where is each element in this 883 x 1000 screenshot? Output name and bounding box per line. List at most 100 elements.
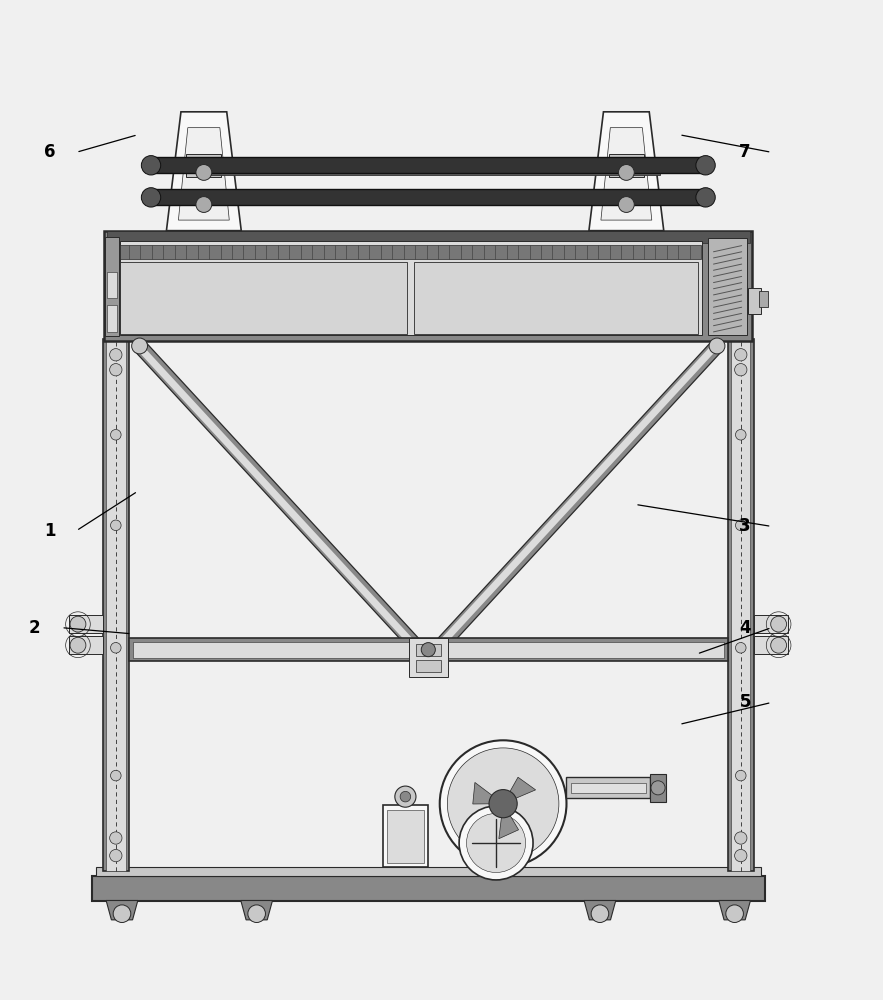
Bar: [107, 305, 117, 332]
Bar: [92, 876, 765, 901]
Polygon shape: [499, 804, 518, 839]
Text: 5: 5: [739, 693, 751, 711]
Bar: [132, 642, 724, 658]
Polygon shape: [241, 901, 273, 920]
Bar: [102, 339, 129, 871]
Circle shape: [771, 637, 787, 653]
Bar: [416, 644, 441, 656]
Text: 7: 7: [739, 143, 751, 161]
Circle shape: [736, 643, 746, 653]
Circle shape: [651, 781, 665, 795]
Bar: [748, 288, 761, 314]
Bar: [151, 189, 706, 205]
Circle shape: [429, 642, 445, 658]
Circle shape: [395, 786, 416, 807]
Circle shape: [735, 364, 747, 376]
Circle shape: [736, 520, 746, 531]
Circle shape: [735, 832, 747, 844]
Polygon shape: [136, 344, 421, 653]
Polygon shape: [434, 343, 719, 651]
Circle shape: [618, 165, 634, 180]
Bar: [106, 339, 125, 871]
Circle shape: [70, 637, 86, 653]
Text: 3: 3: [739, 517, 751, 535]
Circle shape: [110, 429, 121, 440]
Bar: [104, 231, 752, 341]
Circle shape: [448, 748, 559, 859]
Bar: [120, 262, 407, 334]
Circle shape: [440, 740, 567, 867]
Circle shape: [421, 643, 435, 657]
Circle shape: [736, 429, 746, 440]
Polygon shape: [106, 901, 138, 920]
Bar: [69, 636, 102, 654]
Circle shape: [735, 849, 747, 862]
Bar: [107, 272, 117, 298]
Circle shape: [132, 338, 147, 354]
Circle shape: [70, 616, 86, 632]
Circle shape: [411, 642, 427, 658]
Bar: [571, 783, 645, 793]
Circle shape: [109, 349, 122, 361]
Circle shape: [696, 156, 715, 175]
Circle shape: [141, 156, 161, 175]
Circle shape: [109, 364, 122, 376]
Bar: [200, 166, 660, 175]
Circle shape: [466, 813, 525, 873]
Circle shape: [110, 770, 121, 781]
Bar: [151, 157, 706, 173]
Bar: [120, 241, 702, 335]
Bar: [387, 810, 424, 863]
Polygon shape: [432, 341, 722, 654]
Polygon shape: [178, 128, 230, 220]
Polygon shape: [134, 341, 425, 654]
Polygon shape: [719, 901, 751, 920]
Bar: [105, 237, 119, 336]
Circle shape: [591, 905, 608, 923]
Bar: [650, 774, 666, 802]
Text: 1: 1: [44, 522, 56, 540]
Circle shape: [196, 165, 212, 180]
Circle shape: [400, 791, 411, 802]
Circle shape: [109, 832, 122, 844]
Bar: [754, 615, 789, 633]
Circle shape: [709, 338, 725, 354]
Bar: [708, 238, 747, 335]
Polygon shape: [589, 112, 664, 231]
Circle shape: [618, 197, 634, 212]
Bar: [186, 154, 222, 177]
Bar: [409, 638, 448, 677]
Circle shape: [735, 349, 747, 361]
Bar: [759, 291, 768, 307]
Bar: [416, 660, 441, 672]
Polygon shape: [166, 112, 241, 231]
Polygon shape: [601, 128, 652, 220]
Bar: [567, 777, 650, 798]
Polygon shape: [584, 901, 615, 920]
Circle shape: [110, 643, 121, 653]
Bar: [608, 154, 644, 177]
Circle shape: [248, 905, 266, 923]
Circle shape: [736, 770, 746, 781]
Bar: [728, 339, 754, 871]
Circle shape: [110, 520, 121, 531]
Bar: [754, 636, 789, 654]
Circle shape: [459, 806, 533, 880]
Bar: [107, 231, 750, 243]
Circle shape: [113, 905, 131, 923]
Bar: [731, 339, 751, 871]
Text: 6: 6: [44, 143, 56, 161]
Circle shape: [109, 849, 122, 862]
Circle shape: [141, 188, 161, 207]
Circle shape: [726, 905, 743, 923]
Bar: [95, 867, 761, 876]
Bar: [129, 638, 728, 661]
Circle shape: [771, 616, 787, 632]
Text: 4: 4: [739, 619, 751, 637]
Polygon shape: [503, 777, 536, 804]
Circle shape: [489, 790, 517, 818]
Bar: [69, 615, 102, 633]
Bar: [382, 805, 428, 867]
Polygon shape: [472, 782, 503, 804]
Bar: [120, 245, 701, 259]
